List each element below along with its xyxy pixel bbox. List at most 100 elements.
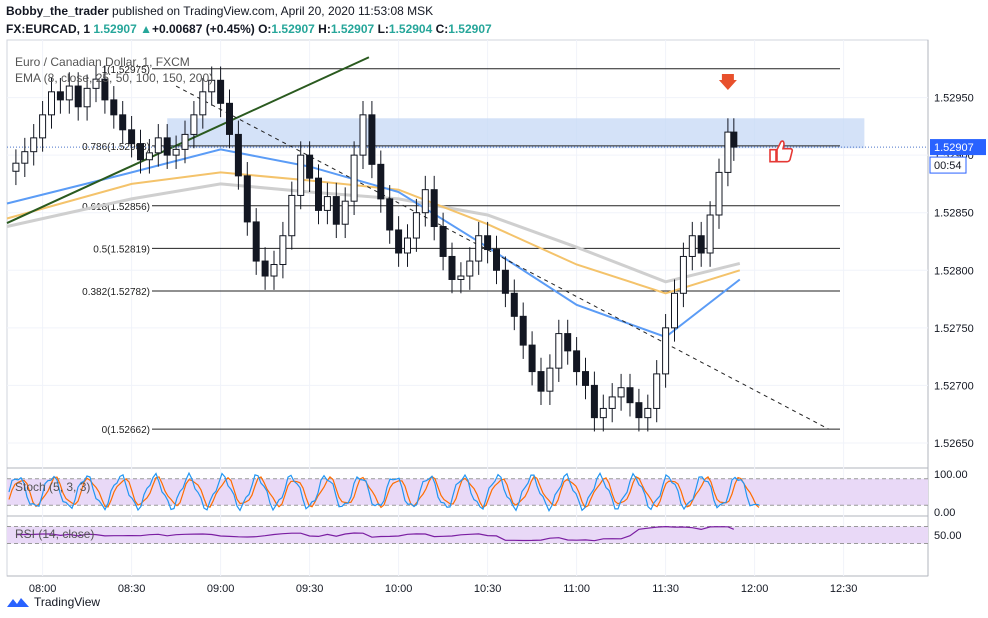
close-label: C: xyxy=(435,22,449,36)
ema-yellow-line xyxy=(6,171,741,295)
countdown-badge xyxy=(929,156,967,174)
x-tick-label: 10:30 xyxy=(474,583,502,595)
fib-level-label: 0.5(1.52819) xyxy=(93,244,150,255)
candle-body xyxy=(74,85,82,108)
fib-level-label: 1(1.52975) xyxy=(102,65,150,76)
open-value: 1.52907 xyxy=(271,22,315,36)
candle-body xyxy=(555,333,563,369)
candle-body xyxy=(501,269,509,294)
candle-body xyxy=(430,189,438,228)
candle-body xyxy=(234,133,242,177)
fib-level-label: 0(1.52662) xyxy=(102,425,150,436)
low-label: L: xyxy=(377,22,389,36)
candle-body xyxy=(154,137,162,154)
rsi-line xyxy=(15,525,735,542)
high-value: 1.52907 xyxy=(330,22,375,36)
x-tick-label: 11:30 xyxy=(652,583,679,595)
x-tick-label: 09:00 xyxy=(207,583,235,595)
candle-body xyxy=(626,387,634,404)
symbol-label: FX:EURCAD, 1 xyxy=(6,22,91,36)
candle-body xyxy=(590,384,598,419)
x-tick-label: 12:30 xyxy=(830,583,858,595)
footer-brand[interactable]: TradingView xyxy=(6,592,100,612)
candle-body xyxy=(332,196,340,225)
candle-body xyxy=(208,79,216,93)
candle-body xyxy=(573,350,581,373)
candle-body xyxy=(12,162,20,172)
candle-body xyxy=(528,344,536,373)
candle-body xyxy=(599,407,607,419)
close-value: 1.52907 xyxy=(448,22,492,36)
candle-body xyxy=(546,367,554,392)
candle-body xyxy=(386,198,394,231)
stoch-tick-label: 0.00 xyxy=(934,507,955,519)
countdown-badge-text: 00:54 xyxy=(934,160,962,172)
fib-level-label: 0.382(1.52782) xyxy=(82,287,150,298)
ema-blue-line xyxy=(6,148,741,339)
candle-body xyxy=(243,175,251,223)
candle-body xyxy=(368,114,376,165)
candle-body xyxy=(412,212,420,239)
resistance-zone xyxy=(167,118,865,149)
candle-body xyxy=(404,237,411,254)
candle-body xyxy=(288,194,296,237)
candle-body xyxy=(519,315,527,346)
candle-body xyxy=(350,154,358,202)
ticker-line: FX:EURCAD, 1 1.52907 ▲+0.00687 (+0.45%) … xyxy=(6,22,492,36)
candle-body xyxy=(439,226,447,257)
candle-body xyxy=(48,91,55,116)
thumbs-up-icon xyxy=(769,140,794,163)
low-value: 1.52904 xyxy=(388,22,433,36)
candle-body xyxy=(715,171,723,216)
stoch-label: Stoch (5, 3, 3) xyxy=(15,480,90,494)
candle-body xyxy=(395,229,403,254)
candle-body xyxy=(261,260,269,277)
x-tick-label: 09:30 xyxy=(296,583,324,595)
candle-body xyxy=(724,131,732,173)
stoch-k-line xyxy=(8,471,760,513)
candle-body xyxy=(377,163,385,200)
change-arrow-icon: ▲ xyxy=(140,22,152,36)
publish-info: published on TradingView.com, April 20, … xyxy=(108,4,434,18)
candle-body xyxy=(297,154,305,196)
chart-title: Euro / Canadian Dollar, 1, FXCM xyxy=(15,55,190,69)
candle-body xyxy=(190,114,198,135)
x-tick-label: 08:30 xyxy=(118,583,146,595)
downtrend-line xyxy=(175,85,829,430)
rsi-label: RSI (14, close) xyxy=(15,527,94,541)
candle-body xyxy=(653,373,661,409)
last-price-badge-text: 1.52907 xyxy=(934,142,974,154)
candle-body xyxy=(493,249,500,271)
candle-body xyxy=(537,371,545,392)
y-tick-label: 1.52950 xyxy=(934,93,974,105)
open-label: O: xyxy=(258,22,272,36)
candle-body xyxy=(323,196,331,211)
candle-body xyxy=(270,264,278,277)
x-tick-label: 08:00 xyxy=(29,583,57,595)
candle-body xyxy=(608,396,616,409)
candle-body xyxy=(306,154,314,179)
candle-body xyxy=(457,275,465,280)
candle-body xyxy=(128,129,136,145)
x-tick-label: 12:00 xyxy=(741,583,769,595)
candle-body xyxy=(56,91,64,101)
candle-body xyxy=(662,327,670,375)
candle-body xyxy=(341,200,349,225)
candle-body xyxy=(252,221,260,262)
y-tick-label: 1.52700 xyxy=(934,380,974,392)
candle-body xyxy=(92,78,100,89)
candle-body xyxy=(279,235,287,266)
stoch-d-line xyxy=(8,475,760,509)
stoch-tick-label: 100.00 xyxy=(934,469,968,481)
candle-body xyxy=(110,99,118,116)
candle-body xyxy=(199,91,207,116)
y-tick-label: 1.52750 xyxy=(934,323,974,335)
candle-body xyxy=(582,371,589,386)
candle-body xyxy=(617,387,625,398)
brand-name: TradingView xyxy=(34,595,101,609)
candle-body xyxy=(448,255,456,280)
candle-body xyxy=(172,148,180,156)
author-name[interactable]: Bobby_the_trader xyxy=(6,4,109,18)
candle-body xyxy=(226,102,233,135)
